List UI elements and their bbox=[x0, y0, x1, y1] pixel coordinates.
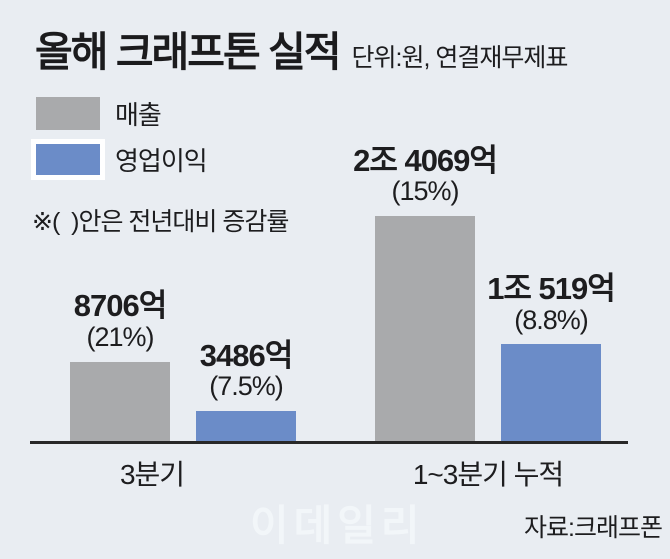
value-label: 2조 4069억 bbox=[353, 142, 498, 178]
header: 올해 크래프톤 실적 단위:원, 연결재무제표 bbox=[35, 18, 569, 78]
bar-column-revenue-cum: 2조 4069억 (15%) bbox=[353, 143, 498, 444]
bar-column-revenue-q3: 8706억 (21%) bbox=[70, 289, 170, 444]
value-label: 8706억 bbox=[73, 288, 167, 324]
pct-label: (7.5%) bbox=[209, 371, 284, 402]
source-credit: 자료:크래프폰 bbox=[524, 514, 663, 542]
category-label-cum: 1~3분기 누적 bbox=[412, 459, 564, 490]
category-label-q3: 3분기 bbox=[119, 459, 185, 490]
x-axis-line bbox=[30, 441, 628, 444]
value-label: 1조 519억 bbox=[487, 271, 616, 307]
legend-item-revenue: 매출 bbox=[36, 97, 207, 130]
footnote: ※( )안은 전년대비 증감률 bbox=[32, 208, 289, 236]
edaily-logo: 이데일리 bbox=[250, 502, 425, 549]
unit-note: 단위:원, 연결재무제표 bbox=[351, 44, 569, 72]
bar-column-profit-q3: 3486억 (7.5%) bbox=[196, 337, 296, 444]
pct-label: (21%) bbox=[86, 321, 154, 352]
legend-item-profit: 영업이익 bbox=[31, 139, 208, 180]
legend-label-profit: 영업이익 bbox=[115, 146, 208, 176]
bar-profit-cum bbox=[501, 344, 601, 444]
bar-revenue-q3 bbox=[70, 361, 170, 444]
legend: 매출 영업이익 bbox=[31, 97, 208, 189]
pct-label: (8.8%) bbox=[514, 304, 589, 335]
pct-label: (15%) bbox=[391, 176, 459, 207]
value-label: 3486억 bbox=[199, 337, 293, 373]
bar-profit-q3 bbox=[196, 411, 296, 444]
bar-column-profit-cum: 1조 519억 (8.8%) bbox=[487, 272, 616, 444]
page-title: 올해 크래프톤 실적 bbox=[35, 29, 342, 75]
bar-revenue-cum bbox=[375, 216, 475, 444]
profit-swatch-icon bbox=[31, 139, 105, 180]
legend-label-revenue: 매출 bbox=[115, 100, 162, 130]
revenue-swatch-icon bbox=[36, 97, 100, 130]
